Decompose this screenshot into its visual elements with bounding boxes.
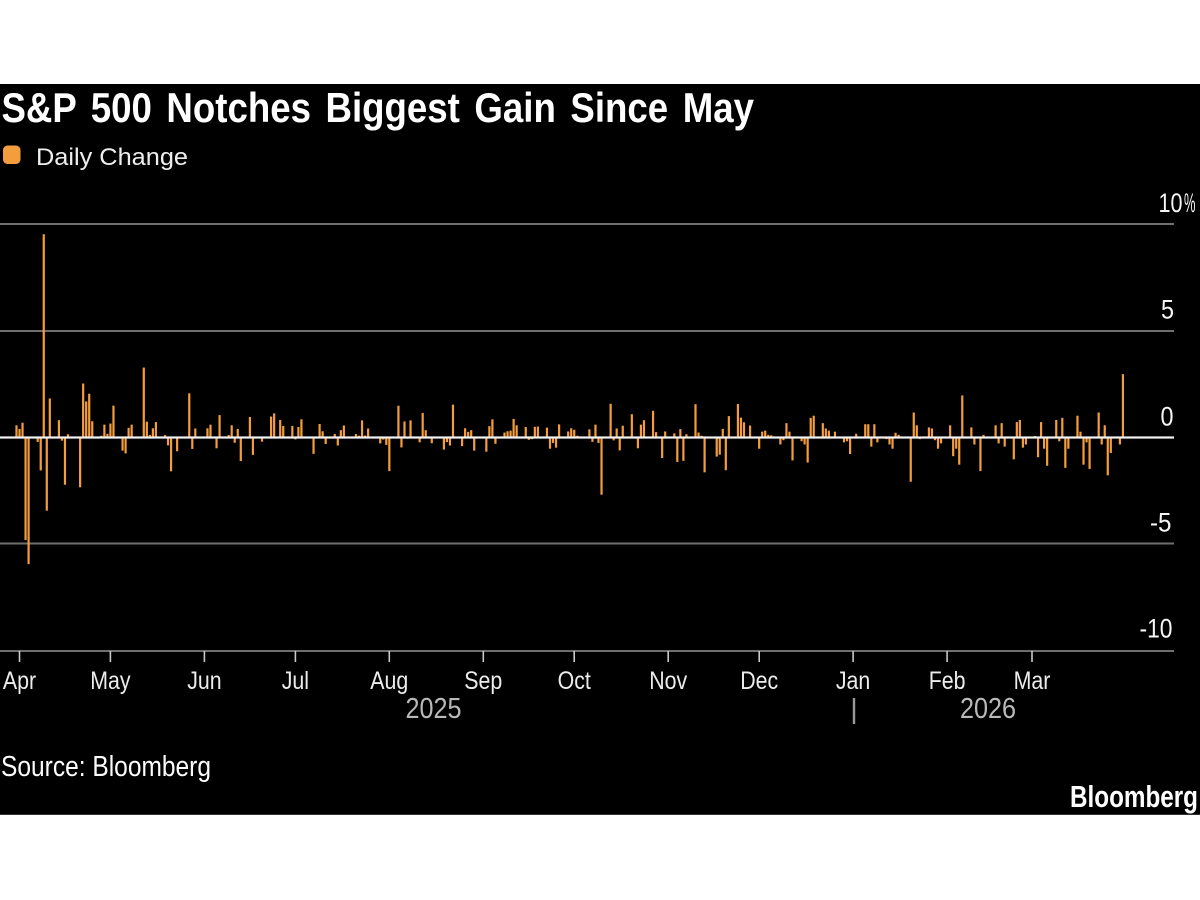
svg-text:10: 10: [1159, 188, 1183, 218]
svg-text:Feb: Feb: [929, 667, 966, 695]
svg-text:Mar: Mar: [1014, 667, 1051, 695]
svg-text:0: 0: [1161, 402, 1174, 432]
svg-text:Jun: Jun: [187, 667, 221, 695]
svg-text:Aug: Aug: [370, 667, 408, 695]
svg-text:Apr: Apr: [3, 667, 36, 695]
svg-text:-5: -5: [1150, 508, 1172, 538]
svg-text:S&P 500 Notches Biggest Gain S: S&P 500 Notches Biggest Gain Since May: [2, 84, 755, 131]
svg-text:%: %: [1184, 188, 1196, 218]
svg-text:May: May: [90, 667, 131, 695]
svg-text:Daily Change: Daily Change: [36, 144, 188, 171]
svg-text:5: 5: [1161, 295, 1174, 325]
svg-text:Oct: Oct: [558, 667, 591, 695]
svg-text:Nov: Nov: [649, 667, 687, 695]
svg-text:2026: 2026: [960, 693, 1016, 725]
svg-text:Jul: Jul: [282, 667, 309, 695]
svg-text:Sep: Sep: [464, 667, 502, 695]
svg-text:Jan: Jan: [836, 667, 870, 695]
svg-text:Bloomberg: Bloomberg: [1070, 780, 1198, 814]
svg-text:Dec: Dec: [740, 667, 778, 695]
svg-text:2025: 2025: [406, 693, 462, 725]
svg-text:Source: Bloomberg: Source: Bloomberg: [1, 751, 211, 783]
svg-text:-10: -10: [1140, 614, 1173, 644]
